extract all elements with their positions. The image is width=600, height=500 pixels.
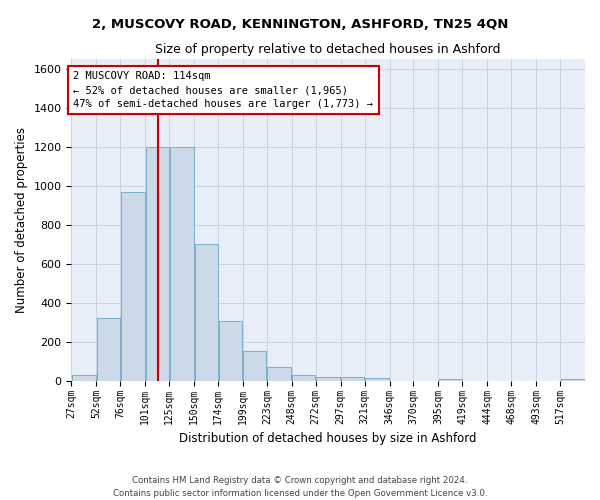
Bar (316, 377, 340, 381)
Bar (560, 379, 584, 381)
X-axis label: Distribution of detached houses by size in Ashford: Distribution of detached houses by size … (179, 432, 477, 445)
Y-axis label: Number of detached properties: Number of detached properties (15, 127, 28, 313)
Title: Size of property relative to detached houses in Ashford: Size of property relative to detached ho… (155, 42, 501, 56)
Bar (439, 379, 462, 381)
Text: 2, MUSCOVY ROAD, KENNINGTON, ASHFORD, TN25 4QN: 2, MUSCOVY ROAD, KENNINGTON, ASHFORD, TN… (92, 18, 508, 30)
Text: Contains HM Land Registry data © Crown copyright and database right 2024.
Contai: Contains HM Land Registry data © Crown c… (113, 476, 487, 498)
Bar (72, 375, 96, 381)
Bar (218, 322, 242, 381)
Bar (194, 244, 218, 381)
Text: 2 MUSCOVY ROAD: 114sqm
← 52% of detached houses are smaller (1,965)
47% of semi-: 2 MUSCOVY ROAD: 114sqm ← 52% of detached… (73, 71, 373, 109)
Bar (365, 378, 389, 381)
Bar (341, 378, 364, 381)
Bar (146, 147, 169, 381)
Bar (268, 367, 292, 381)
Bar (121, 192, 145, 381)
Bar (97, 318, 120, 381)
Bar (170, 147, 194, 381)
Bar (244, 350, 266, 381)
Bar (292, 375, 315, 381)
